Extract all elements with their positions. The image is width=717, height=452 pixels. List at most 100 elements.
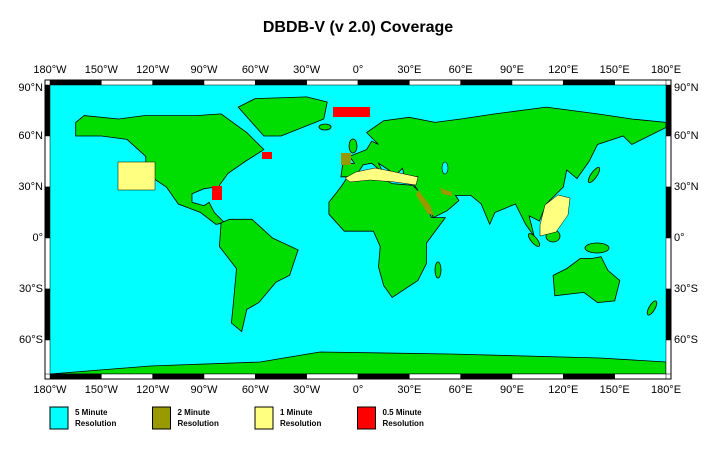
legend-label: Resolution [75, 419, 116, 428]
frame-segment [44, 135, 51, 188]
frame-segment [511, 373, 564, 380]
longitude-label: 90°W [190, 384, 218, 396]
coverage-2min [341, 153, 351, 165]
coverage-1min [539, 194, 571, 237]
frame-segment [409, 373, 461, 380]
latitude-label: 0° [674, 232, 685, 244]
longitude-label: 60°E [449, 384, 473, 396]
longitude-label: 180°W [33, 384, 67, 396]
eurasia [340, 106, 667, 237]
frame-segment [665, 339, 672, 375]
latitude-label: 30°N [674, 181, 699, 193]
frame-segment [203, 79, 256, 86]
frame-segment [357, 79, 410, 86]
longitude-label: 30°E [397, 64, 421, 76]
south-america [218, 218, 299, 333]
frame-segment [44, 186, 51, 239]
coverage-05min [333, 107, 370, 117]
britain [348, 138, 358, 154]
latitude-label: 60°S [674, 334, 698, 346]
longitude-label: 180°E [651, 64, 681, 76]
legend: 5 Minute Resolution 2 Minute Resolution 1 Mi… [49, 406, 424, 430]
frame-segment [357, 373, 410, 380]
new-zealand [646, 300, 658, 316]
sumatra [527, 233, 541, 247]
frame-segment [563, 79, 615, 86]
longitude-label: 30°E [397, 384, 421, 396]
coverage-regions [117, 107, 571, 237]
longitude-label: 60°W [242, 64, 270, 76]
coverage-05min [262, 152, 272, 159]
longitude-label: 150°E [600, 64, 630, 76]
latitude-label: 60°S [19, 334, 43, 346]
longitude-label: 150°W [85, 384, 119, 396]
frame-segment [665, 186, 672, 239]
longitude-label: 120°E [548, 384, 578, 396]
legend-label: Resolution [280, 419, 321, 428]
coverage-1min [117, 161, 156, 191]
latitude-label: 90°N [674, 82, 699, 94]
coverage-05min [212, 186, 222, 200]
latitude-label: 30°N [18, 181, 43, 193]
new-guinea [584, 242, 610, 254]
map-title: DBDB-V (v 2.0) Coverage [263, 19, 453, 36]
legend-swatch [152, 406, 171, 430]
longitude-label: 180°W [33, 64, 67, 76]
frame-outline [44, 79, 672, 380]
longitude-label: 150°E [600, 384, 630, 396]
latitude-label: 30°S [674, 283, 698, 295]
legend-swatch [357, 406, 376, 430]
longitude-label: 90°E [500, 64, 524, 76]
frame-segment [563, 373, 615, 380]
latitude-label: 0° [32, 232, 43, 244]
legend-label: 2 Minute [178, 408, 211, 417]
land-masses [49, 96, 667, 375]
madagascar [434, 261, 442, 279]
longitude-label: 90°E [500, 384, 524, 396]
frame-segment [460, 79, 513, 86]
frame-segment [44, 237, 51, 290]
iceland [318, 123, 332, 131]
frame-segment [306, 373, 359, 380]
legend-label: 0.5 Minute [383, 408, 423, 417]
frame-segment [460, 373, 513, 380]
longitude-label: 120°W [136, 384, 170, 396]
legend-swatch [49, 406, 69, 430]
greenland [237, 96, 328, 137]
coverage-2min [416, 190, 434, 215]
longitude-label: 60°W [242, 384, 270, 396]
frame-segment [44, 288, 51, 341]
frame-segment [101, 373, 153, 380]
legend-label: Resolution [178, 419, 219, 428]
frame-segment [665, 288, 672, 341]
frame-segment [152, 79, 205, 86]
frame-segment [255, 373, 307, 380]
legend-label: 5 Minute [75, 408, 108, 417]
frame-segment [44, 339, 51, 375]
frame-segment [203, 373, 256, 380]
longitude-label: 30°W [293, 64, 321, 76]
map-frame [44, 79, 672, 380]
longitude-label: 0° [353, 384, 364, 396]
longitude-label: 120°W [136, 64, 170, 76]
longitude-label: 30°W [293, 384, 321, 396]
frame-segment [255, 79, 307, 86]
frame-segment [614, 79, 667, 86]
frame-segment [44, 84, 51, 137]
frame-segment [101, 79, 153, 86]
frame-segment [49, 79, 102, 86]
longitude-label: 180°E [651, 384, 681, 396]
latitude-label: 60°N [674, 130, 699, 142]
coverage-1min [344, 167, 419, 186]
longitude-label: 60°E [449, 64, 473, 76]
axis-labels: 180°W 180°W 150°W 150°W 120°W 120°W 90°W 90°W 60… [18, 64, 698, 396]
caspian-sea [441, 161, 449, 175]
longitude-label: 150°W [85, 64, 119, 76]
latitude-label: 90°N [18, 82, 43, 94]
frame-segment [665, 135, 672, 188]
frame-segment [665, 84, 672, 137]
frame-segment [49, 373, 102, 380]
frame-segment [614, 373, 667, 380]
frame-segment [306, 79, 359, 86]
